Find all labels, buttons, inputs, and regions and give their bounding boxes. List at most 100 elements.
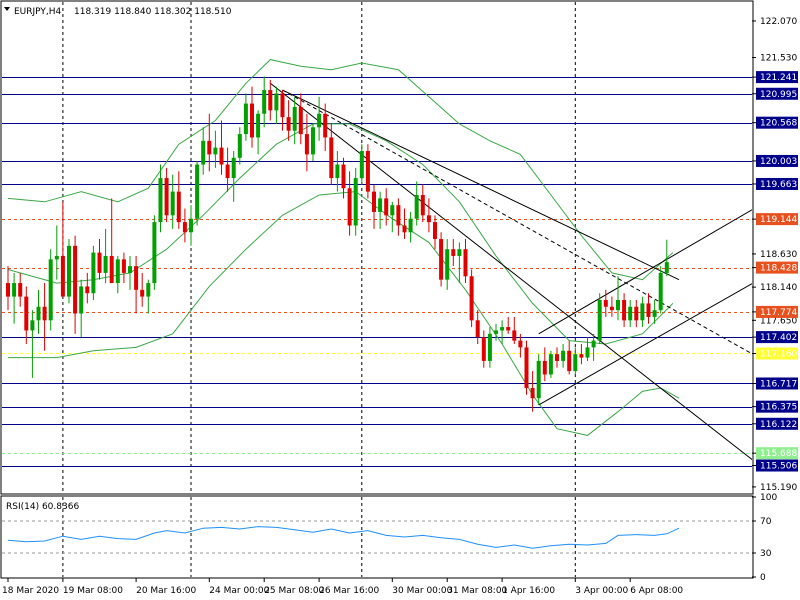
- bullish-candle: [628, 299, 633, 328]
- candle-body: [414, 195, 419, 219]
- bearish-candle: [42, 283, 47, 351]
- bearish-candle: [372, 184, 376, 229]
- bearish-candle: [109, 198, 114, 284]
- bearish-candle: [176, 171, 181, 229]
- candle-body: [213, 147, 218, 155]
- level-label-text: 119.144: [760, 215, 797, 225]
- candle-body: [60, 255, 65, 297]
- candle-body: [6, 283, 10, 297]
- candle-body: [207, 140, 212, 155]
- bullish-candle: [494, 323, 498, 341]
- bullish-candle: [317, 96, 322, 141]
- candle-body: [182, 222, 187, 233]
- level-label-box: [756, 400, 798, 413]
- bearish-candle: [555, 347, 559, 368]
- bearish-candle: [475, 310, 480, 345]
- candle-body: [372, 191, 376, 212]
- time-tick-label: 25 Mar 08:00: [264, 586, 324, 596]
- level-label-box: [756, 87, 798, 100]
- bullish-candle: [274, 86, 279, 124]
- trendline: [282, 89, 680, 281]
- bullish-candle: [146, 279, 151, 314]
- level-label-text: 120.995: [760, 90, 797, 100]
- bullish-candle: [597, 293, 602, 345]
- bearish-candle: [524, 340, 529, 395]
- candle-body: [542, 360, 547, 375]
- bullish-candle: [103, 228, 108, 284]
- candle-body: [439, 239, 444, 280]
- level-label: 117.774: [756, 305, 798, 318]
- candle-body: [396, 205, 401, 226]
- level-label-box: [756, 447, 798, 460]
- candle-body: [658, 272, 663, 311]
- candle-body: [609, 306, 614, 311]
- candle-body: [494, 330, 498, 334]
- candle-body: [73, 245, 78, 314]
- candle-body: [97, 252, 102, 273]
- bearish-candle: [323, 103, 328, 151]
- level-label-box: [756, 177, 798, 190]
- candle-body: [158, 178, 163, 223]
- bullish-candle: [573, 347, 578, 375]
- candle-body: [378, 198, 383, 212]
- bearish-candle: [85, 272, 90, 304]
- level-label-box: [756, 347, 798, 360]
- price-tick-label: 118.630: [760, 250, 797, 260]
- bullish-candle: [30, 310, 35, 378]
- time-tick-label: 26 Mar 16:00: [319, 586, 379, 596]
- bearish-candle: [542, 347, 547, 382]
- collapse-triangle-icon[interactable]: [4, 7, 10, 11]
- candle-body: [390, 205, 395, 216]
- bullish-candle: [231, 150, 236, 202]
- candle-body: [268, 90, 273, 111]
- bearish-candle: [6, 266, 10, 311]
- bearish-candle: [341, 157, 346, 199]
- bearish-candle: [420, 184, 425, 223]
- bullish-candle: [652, 299, 657, 324]
- candle-body: [469, 276, 474, 321]
- bullish-candle: [359, 144, 364, 185]
- bearish-candle: [463, 239, 468, 284]
- time-tick-label: 18 Mar 2020: [2, 586, 59, 596]
- candle-body: [225, 164, 230, 179]
- level-label-text: 117.402: [760, 333, 797, 343]
- level-label: 119.663: [756, 177, 798, 190]
- level-label-text: 115.506: [760, 462, 797, 472]
- candle-body: [250, 103, 254, 138]
- level-label: 116.375: [756, 400, 798, 413]
- bearish-candle: [567, 340, 572, 375]
- bullish-candle: [195, 161, 200, 226]
- candle-body: [420, 195, 425, 216]
- bearish-candle: [402, 208, 407, 240]
- level-label-box: [756, 459, 798, 472]
- bullish-candle: [311, 123, 315, 162]
- price-tick-label: 118.140: [760, 283, 797, 293]
- candle-body: [518, 340, 523, 348]
- price-tick-label: 121.530: [760, 54, 797, 64]
- candle-body: [463, 249, 468, 277]
- bollinger-middle-band: [7, 123, 674, 345]
- candle-body: [506, 327, 511, 331]
- bearish-candle: [280, 90, 285, 131]
- candle-body: [646, 303, 651, 317]
- candle-body: [140, 289, 145, 297]
- candle-body: [597, 299, 602, 341]
- candle-body: [457, 249, 462, 256]
- candle-body: [48, 259, 53, 321]
- bearish-candle: [60, 201, 65, 297]
- candle-body: [30, 320, 35, 331]
- bearish-candle: [365, 144, 370, 199]
- chart-symbol: EURJPY,H4: [14, 7, 62, 17]
- bearish-candle: [426, 198, 431, 233]
- candle-body: [85, 286, 90, 294]
- bullish-candle: [335, 150, 340, 192]
- bullish-candle: [664, 239, 669, 277]
- candle-body: [243, 103, 248, 135]
- candle-body: [91, 252, 96, 294]
- bullish-candle: [36, 289, 41, 334]
- candle-body: [433, 222, 437, 240]
- bullish-candle: [79, 279, 84, 338]
- time-axis: 18 Mar 2020 19 Mar 08:00 20 Mar 16:00 24 Ma…: [2, 578, 683, 596]
- rsi-line: [7, 526, 680, 549]
- candle-body: [24, 296, 29, 331]
